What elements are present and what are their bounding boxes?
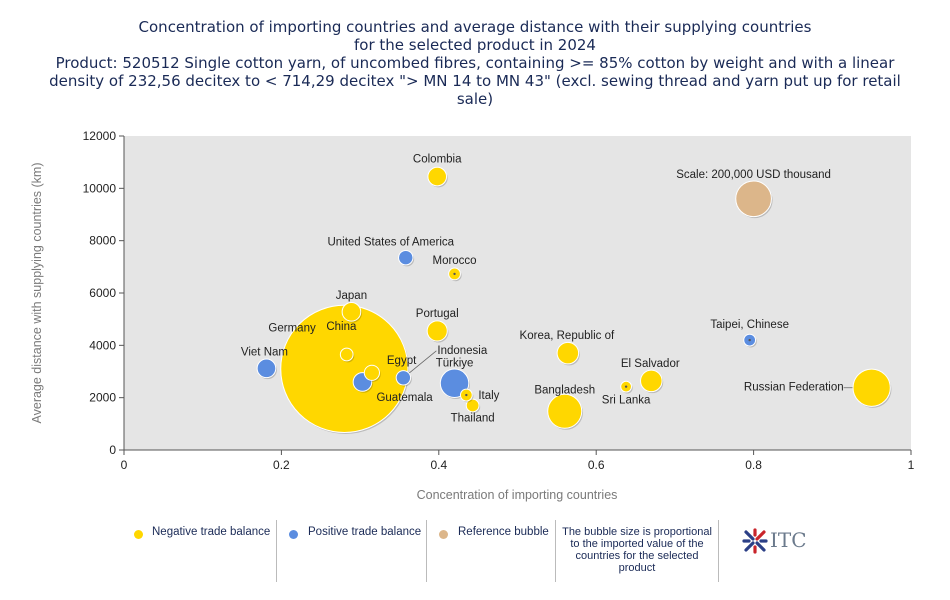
bubble-taipei-chinese[interactable]	[743, 333, 757, 348]
bubble-label: Colombia	[413, 154, 462, 166]
bubble-label: Portugal	[416, 308, 459, 320]
legend-item-negative[interactable]: Negative trade balance	[120, 520, 275, 582]
bubble-label: Taipei, Chinese	[710, 319, 789, 331]
bubble-russian-federation[interactable]	[852, 368, 892, 408]
bubble-label: Morocco	[432, 255, 476, 267]
reference-bubble[interactable]	[735, 180, 773, 219]
x-tick-label: 0	[121, 458, 128, 472]
legend-positive-label: Positive trade balance	[308, 526, 422, 538]
y-tick-label: 10000	[83, 181, 117, 195]
bubble-germany[interactable]	[339, 347, 355, 363]
bubble-label: El Salvador	[621, 358, 680, 370]
title-line-1: Concentration of importing countries and…	[138, 18, 812, 36]
legend-item-reference[interactable]: Reference bubble	[427, 520, 555, 582]
bubble-label: Guatemala	[376, 392, 433, 404]
bubble-china[interactable]	[280, 304, 410, 434]
bubble-thailand[interactable]	[465, 398, 481, 414]
itc-logo-icon	[742, 528, 768, 554]
legend-size-note: The bubble size is proportional to the i…	[562, 526, 712, 574]
bubble-label: Sri Lanka	[602, 395, 651, 407]
bubble-sri-lanka[interactable]	[620, 380, 633, 394]
x-tick-label: 1	[908, 458, 915, 472]
legend-reference-dot-icon	[439, 530, 448, 539]
bubble-label: Bangladesh	[534, 384, 595, 396]
bubble-viet-nam[interactable]	[256, 358, 277, 380]
bubble-indonesia[interactable]	[395, 370, 412, 387]
legend-divider	[276, 520, 277, 582]
bubble-bangladesh[interactable]	[547, 393, 583, 430]
bubble-united-states-of-america[interactable]	[398, 249, 415, 267]
bubble-label: Italy	[478, 390, 499, 402]
bubble-labels: Colombia United States of America Morocco J…	[241, 154, 844, 425]
y-tick-label: 12000	[83, 129, 117, 143]
title-line-4: density of 232,56 decitex to < 714,29 de…	[49, 72, 901, 90]
bubble-el-salvador[interactable]	[640, 369, 664, 394]
bubbles	[256, 166, 892, 434]
axes: 0 2000 4000 6000 8000 10000 12000 0 0.2 0.4 0.6 0.8…	[83, 129, 915, 472]
bubble-label: Türkiye	[436, 357, 474, 369]
title-line-5: sale)	[456, 90, 494, 108]
bubble-japan[interactable]	[341, 302, 362, 323]
y-tick-label: 6000	[89, 286, 116, 300]
chart-title: Concentration of importing countries and…	[0, 18, 950, 108]
bubble-label: Russian Federation	[744, 382, 844, 394]
x-tick-label: 0.8	[745, 458, 762, 472]
y-tick-label: 0	[109, 443, 116, 457]
y-tick-label: 8000	[89, 234, 116, 248]
legend-divider	[426, 520, 427, 582]
legend-positive-dot-icon	[289, 530, 298, 539]
legend-divider	[555, 520, 556, 582]
logo-text: ITC	[770, 528, 807, 552]
reference-bubble-label: Scale: 200,000 USD thousand	[676, 169, 831, 181]
bubble-label: Germany	[268, 322, 316, 334]
plot-area	[124, 136, 911, 450]
bubble-egypt[interactable]	[363, 364, 381, 382]
legend-negative-label: Negative trade balance	[152, 526, 271, 538]
bubble-label: Viet Nam	[241, 346, 288, 358]
bubble-label: Indonesia	[437, 345, 487, 357]
x-tick-label: 0.6	[588, 458, 605, 472]
y-tick-label: 4000	[89, 338, 116, 352]
bubble-label: Thailand	[451, 413, 495, 425]
bubble-colombia[interactable]	[427, 166, 448, 188]
x-tick-label: 0.4	[430, 458, 447, 472]
bubble-label: Korea, Republic of	[520, 330, 615, 342]
bubble-label: Egypt	[387, 355, 417, 367]
itc-logo: ITC	[742, 528, 822, 554]
bubble-italy[interactable]	[459, 388, 474, 403]
bubble-portugal[interactable]	[426, 320, 449, 343]
legend: Negative trade balance Positive trade ba…	[120, 520, 820, 582]
legend-divider	[718, 520, 719, 582]
bubble-korea-republic-of[interactable]	[556, 341, 580, 366]
bubble-label: China	[326, 321, 357, 333]
y-axis-label: Average distance with supplying countrie…	[30, 162, 44, 423]
y-tick-label: 2000	[89, 391, 116, 405]
title-line-3: Product: 520512 Single cotton yarn, of u…	[55, 54, 895, 72]
x-tick-label: 0.2	[273, 458, 290, 472]
legend-reference-label: Reference bubble	[458, 526, 549, 538]
title-line-2: for the selected product in 2024	[354, 36, 596, 54]
x-axis-label: Concentration of importing countries	[417, 488, 618, 502]
bubble-label: United States of America	[327, 237, 454, 249]
bubble-label: Japan	[336, 290, 367, 302]
legend-item-positive[interactable]: Positive trade balance	[277, 520, 425, 582]
legend-negative-dot-icon	[134, 530, 143, 539]
